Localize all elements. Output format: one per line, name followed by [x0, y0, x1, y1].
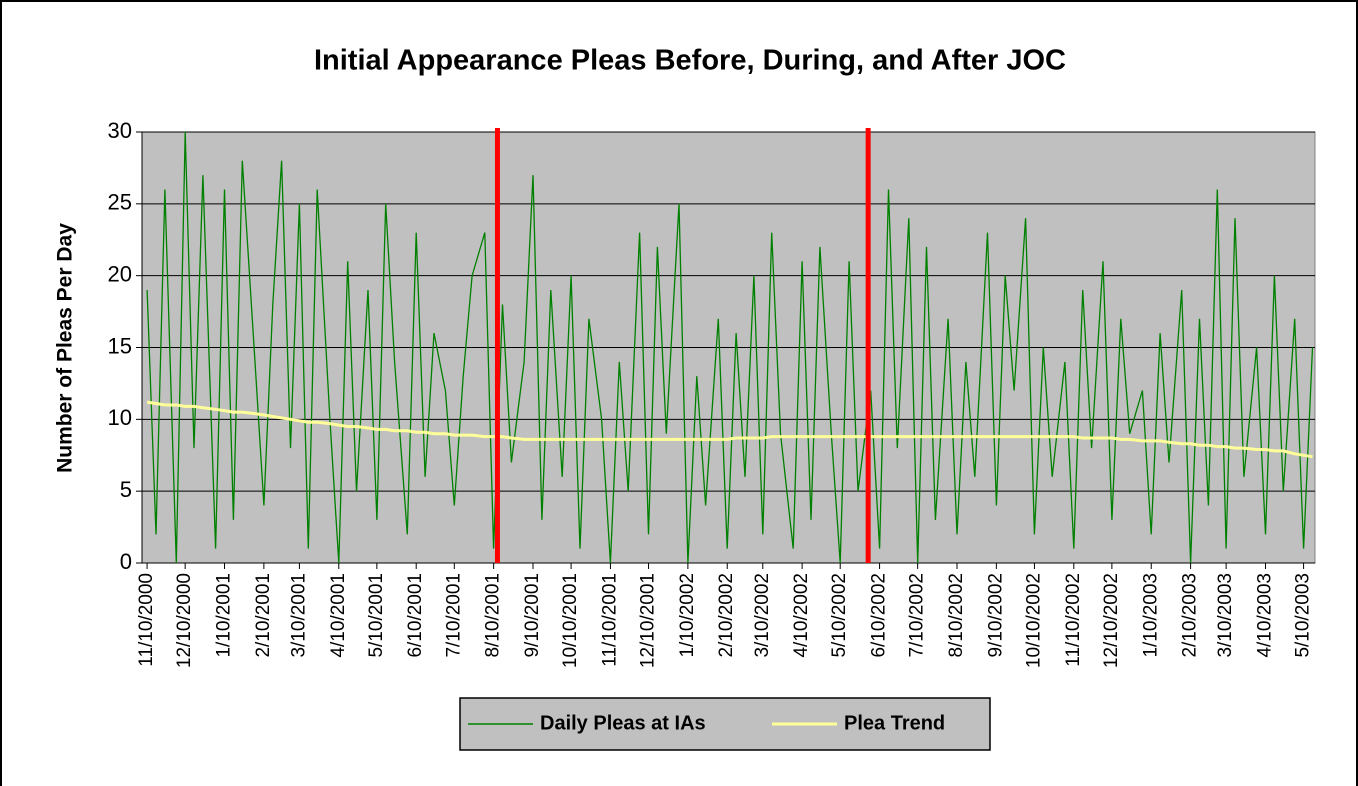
x-tick-label: 7/10/2001 — [443, 573, 464, 658]
x-tick-label: 6/10/2001 — [405, 573, 426, 658]
x-tick-label: 12/10/2002 — [1101, 573, 1122, 668]
x-tick-label: 12/10/2001 — [638, 573, 659, 668]
y-tick-label: 25 — [108, 190, 132, 215]
legend: Daily Pleas at IAs Plea Trend — [459, 697, 991, 751]
y-tick-label: 5 — [120, 477, 132, 502]
x-tick-label: 2/10/2001 — [253, 573, 274, 658]
x-tick-label: 11/10/2000 — [136, 573, 157, 667]
chart-title: Initial Appearance Pleas Before, During,… — [314, 45, 1066, 77]
y-axis-label: Number of Pleas Per Day — [54, 223, 77, 473]
x-tick-label: 10/10/2001 — [560, 573, 581, 668]
y-tick-label: 20 — [108, 261, 132, 286]
x-tick-label: 1/10/2002 — [677, 573, 698, 658]
x-tick-label: 3/10/2002 — [752, 573, 773, 658]
legend-box — [459, 697, 991, 751]
plot: 0 5 10 15 20 25 30 11/10/2000 12/10/2000 1/10/200… — [108, 118, 1316, 668]
x-tick-label: 9/10/2001 — [522, 573, 543, 658]
x-tick-label: 4/10/2002 — [791, 573, 812, 658]
x-tick-label: 1/10/2003 — [1140, 573, 1161, 658]
x-tick-label: 4/10/2001 — [328, 573, 349, 658]
x-tick-label: 8/10/2001 — [483, 573, 504, 658]
x-tick-label: 8/10/2002 — [946, 573, 967, 658]
legend-label: Daily Pleas at IAs — [540, 712, 706, 734]
x-tick-label: 5/10/2003 — [1293, 573, 1314, 658]
x-tick-label: 5/10/2002 — [829, 573, 850, 658]
x-tick-label: 12/10/2000 — [174, 573, 195, 668]
x-tick-label: 6/10/2002 — [869, 573, 890, 658]
x-tick-label: 1/10/2001 — [214, 573, 235, 658]
x-tick-label: 11/10/2002 — [1063, 573, 1084, 667]
x-tick-label: 7/10/2002 — [907, 573, 928, 658]
series-line — [146, 131, 1314, 564]
y-tick-label: 10 — [108, 405, 132, 430]
y-tick-label: 15 — [108, 333, 132, 358]
x-tick-label: 9/10/2002 — [985, 573, 1006, 658]
x-tick-label: 4/10/2003 — [1255, 573, 1276, 658]
x-tick-label: 2/10/2003 — [1180, 573, 1201, 658]
x-tick-label: 10/10/2002 — [1023, 573, 1044, 668]
x-tick-label: 3/10/2001 — [288, 573, 309, 658]
x-tick-label: 5/10/2001 — [366, 573, 387, 658]
x-tick-label: 11/10/2001 — [599, 573, 620, 667]
y-tick-label: 30 — [108, 118, 132, 143]
legend-label: Plea Trend — [844, 712, 945, 734]
series-line — [146, 400, 1313, 459]
y-tick-label: 0 — [120, 549, 132, 574]
x-tick-label: 2/10/2002 — [716, 573, 737, 658]
x-tick-label: 3/10/2003 — [1215, 573, 1236, 658]
